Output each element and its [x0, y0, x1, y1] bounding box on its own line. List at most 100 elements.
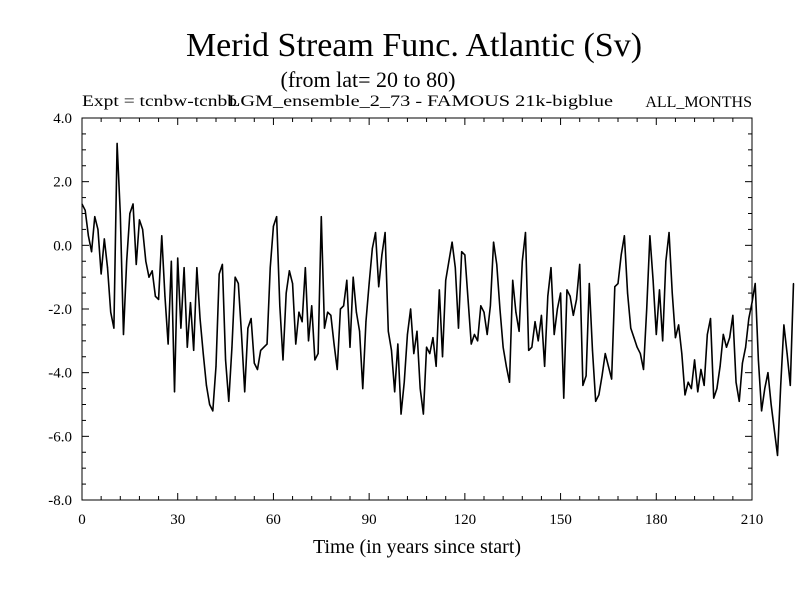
data-point: [142, 228, 144, 231]
data-point: [244, 391, 246, 393]
data-point: [646, 308, 648, 310]
data-point: [738, 400, 740, 402]
data-point: [579, 263, 581, 266]
data-point: [330, 314, 332, 316]
data-point: [553, 333, 555, 336]
data-point: [365, 321, 367, 323]
data-point: [754, 282, 756, 285]
data-point: [732, 314, 734, 316]
data-point: [320, 216, 322, 218]
data-point: [722, 333, 724, 336]
data-point: [288, 270, 290, 272]
data-point: [585, 375, 587, 377]
data-point: [776, 454, 779, 457]
y-tick-label: 4.0: [53, 111, 72, 127]
data-point: [617, 282, 619, 285]
data-point: [384, 232, 386, 234]
x-tick-label: 0: [78, 512, 86, 528]
chart-subtitle: (from lat= 20 to 80): [281, 67, 456, 92]
data-point: [224, 359, 227, 361]
data-point: [665, 260, 667, 262]
data-point: [406, 333, 409, 336]
data-point: [119, 212, 121, 215]
data-point: [122, 333, 125, 336]
data-point: [106, 267, 109, 269]
data-point: [362, 387, 364, 390]
data-point: [636, 346, 638, 348]
y-tick-label: 2.0: [53, 175, 72, 191]
data-point: [266, 343, 268, 345]
data-point: [87, 235, 89, 237]
data-point: [154, 295, 156, 297]
x-tick-label: 30: [170, 512, 185, 528]
data-point: [196, 267, 198, 269]
data-point: [502, 346, 504, 348]
data-point: [518, 330, 520, 332]
data-point: [263, 346, 265, 348]
data-point: [470, 343, 472, 345]
data-point: [515, 311, 517, 313]
data-point: [298, 311, 300, 313]
data-point: [693, 359, 696, 361]
data-point: [483, 311, 485, 313]
data-point: [221, 263, 223, 266]
data-point: [397, 343, 399, 345]
data-point: [307, 340, 310, 342]
data-point: [126, 260, 128, 262]
data-point: [674, 337, 677, 339]
data-point: [100, 273, 102, 275]
data-point: [559, 292, 562, 294]
data-point: [537, 340, 539, 342]
data-point: [595, 400, 597, 402]
data-point: [394, 391, 396, 393]
data-point: [623, 235, 625, 237]
data-point: [295, 343, 297, 345]
data-point: [678, 324, 680, 326]
data-point: [378, 286, 380, 288]
data-point: [94, 216, 96, 218]
data-point: [161, 235, 163, 237]
data-point: [116, 142, 118, 145]
data-point: [317, 352, 319, 355]
data-point: [499, 308, 501, 310]
data-point: [588, 282, 590, 285]
data-point: [614, 286, 616, 288]
data-point: [709, 317, 712, 320]
data-point: [528, 349, 530, 351]
data-point: [234, 276, 236, 278]
data-point: [343, 305, 345, 307]
data-point: [110, 311, 112, 313]
data-point: [658, 289, 661, 291]
data-point: [355, 311, 357, 313]
annotation-model: LGM_ensemble_2_73 - FAMOUS 21k-bigblue: [228, 93, 613, 110]
data-point: [186, 346, 188, 348]
x-tick-label: 210: [741, 512, 764, 528]
data-point: [783, 324, 785, 326]
data-point: [642, 368, 645, 371]
data-point: [671, 292, 673, 294]
data-point: [508, 381, 511, 383]
data-point: [215, 365, 217, 367]
data-point: [358, 330, 361, 332]
data-point: [767, 372, 769, 374]
data-point: [773, 429, 775, 431]
data-point: [435, 365, 437, 367]
data-point: [202, 352, 204, 355]
data-point: [489, 305, 491, 307]
data-point: [454, 267, 456, 269]
data-point: [145, 260, 147, 262]
data-point: [425, 346, 428, 348]
data-point: [209, 403, 211, 406]
x-tick-label: 90: [362, 512, 377, 528]
data-point: [690, 387, 692, 390]
data-point: [339, 308, 342, 310]
data-point: [544, 365, 546, 367]
data-point: [311, 305, 313, 307]
data-point: [729, 337, 731, 339]
data-point: [400, 413, 402, 415]
data-point: [735, 381, 737, 383]
data-point: [272, 225, 275, 227]
data-point: [626, 292, 629, 294]
data-point: [668, 232, 670, 234]
